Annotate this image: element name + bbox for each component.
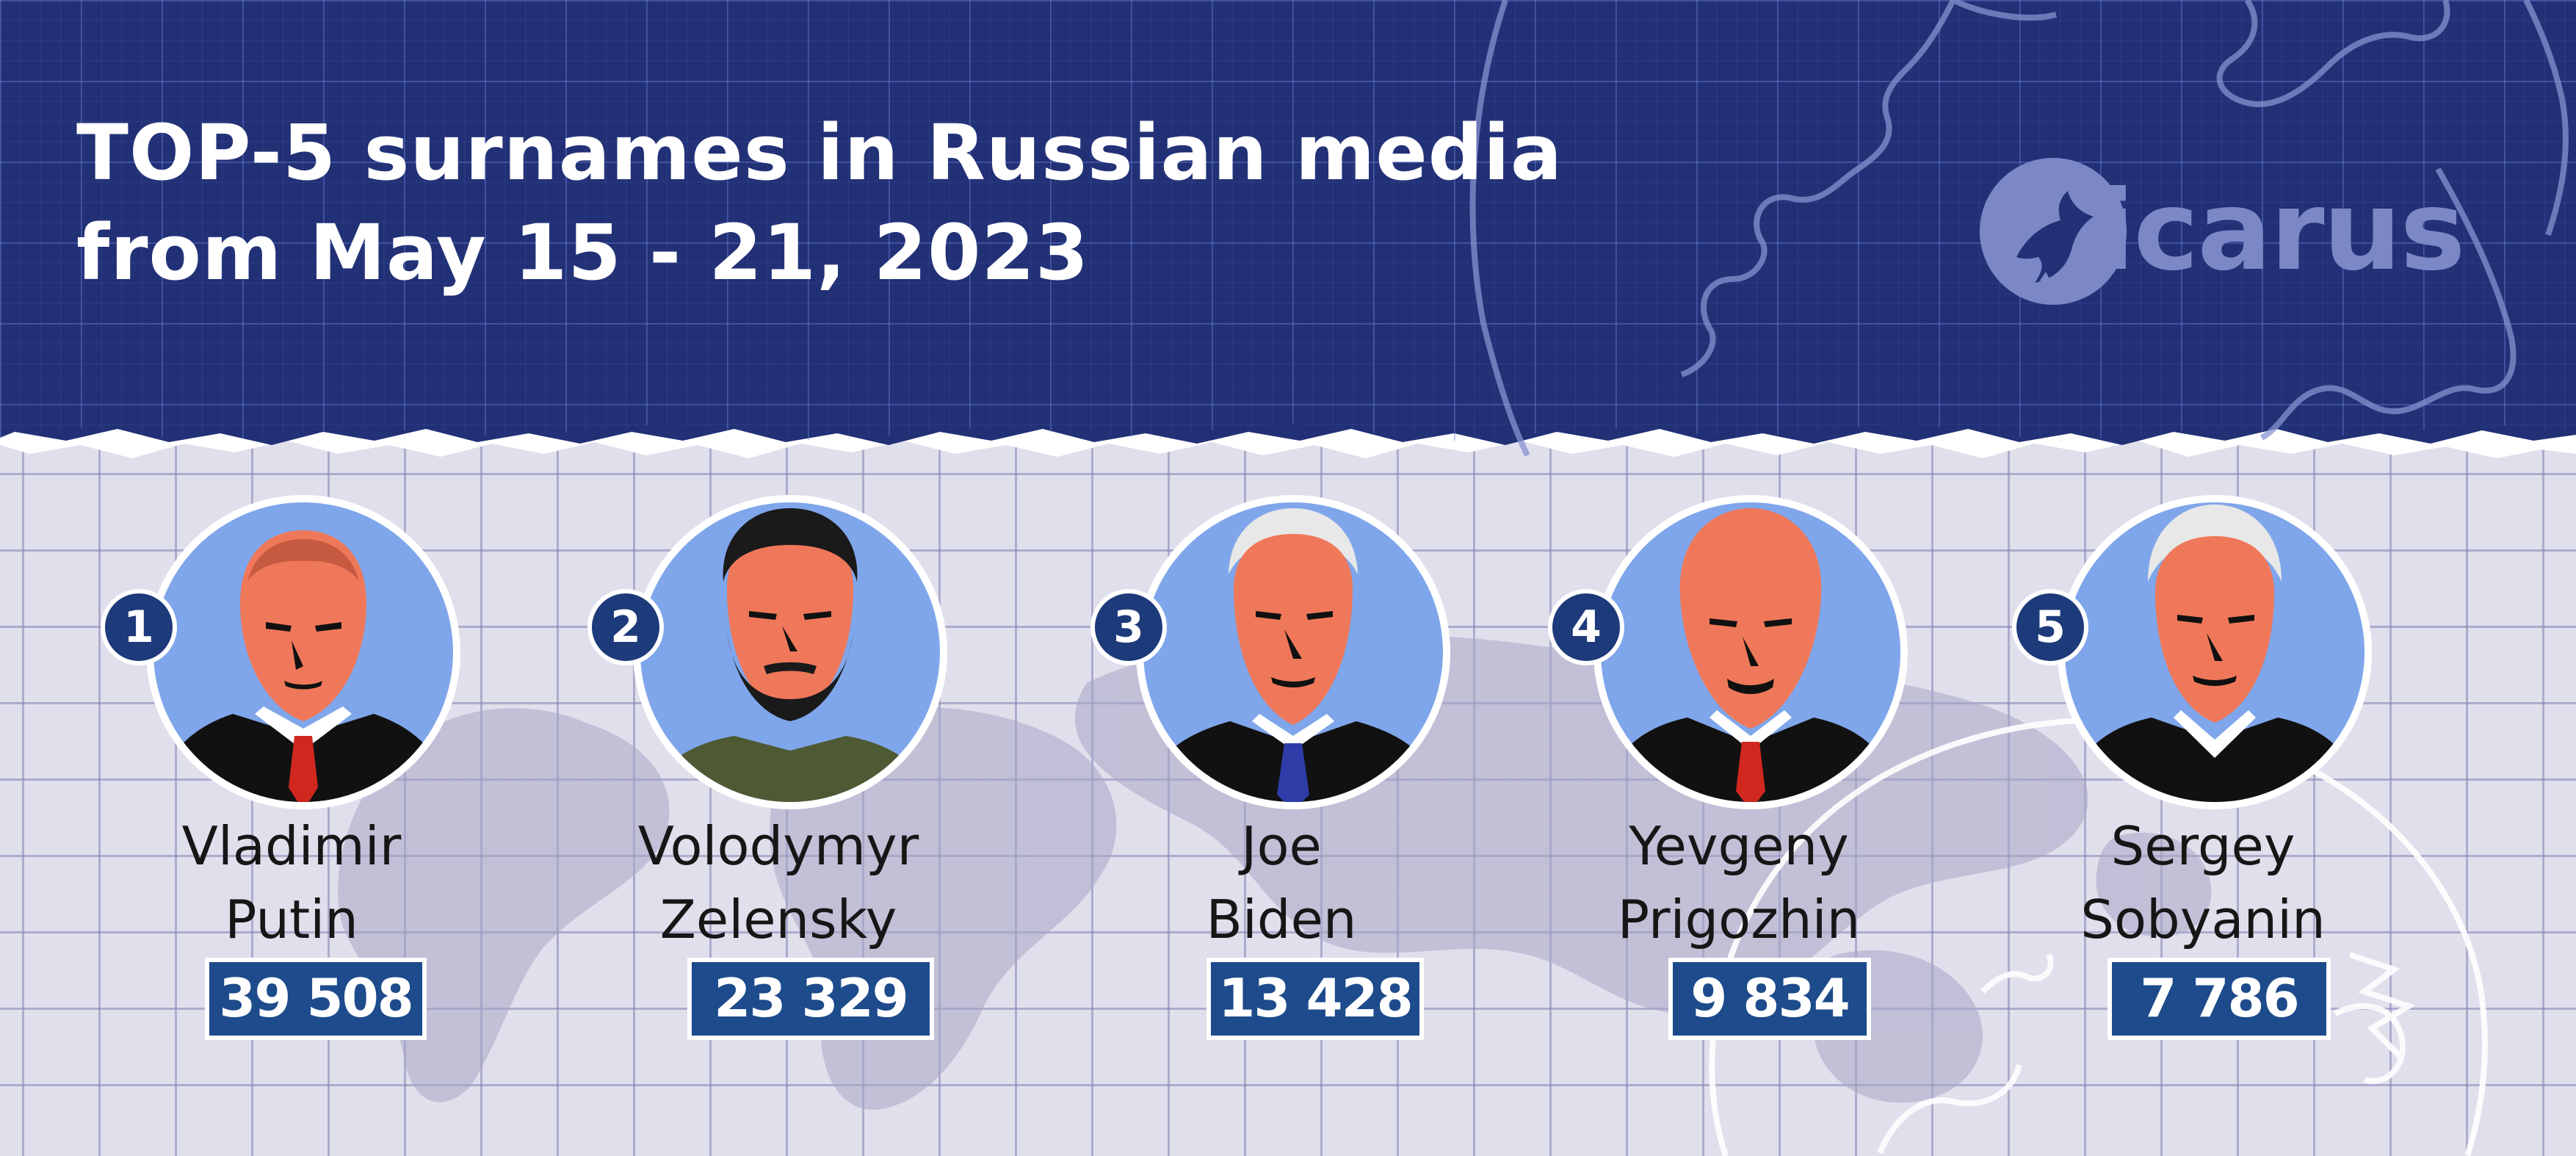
header-grid (0, 0, 2576, 442)
ranking-card: 5 Sergey Sobyanin 7 786 (2012, 494, 2394, 1155)
portrait-zelensky (633, 495, 947, 809)
mention-count: 39 508 (205, 958, 427, 1040)
person-name: Sergey Sobyanin (2012, 809, 2394, 956)
mention-count: 13 428 (1206, 958, 1424, 1040)
dove-logo-icon (1980, 158, 2127, 305)
mention-count: 7 786 (2108, 958, 2331, 1040)
icarus-logo: icarus (1972, 147, 2501, 323)
portrait-prigozhin (1593, 495, 1908, 809)
rank-badge: 4 (1548, 589, 1624, 665)
portrait-biden (1136, 495, 1450, 809)
mention-count: 23 329 (687, 958, 934, 1040)
person-name: Joe Biden (1090, 809, 1472, 956)
mention-count: 9 834 (1668, 958, 1871, 1040)
last-name: Putin (225, 889, 358, 950)
first-name: Vladimir (181, 815, 402, 877)
page-title: TOP-5 surnames in Russian media from May… (76, 103, 1692, 303)
last-name: Zelensky (659, 889, 897, 950)
rank-badge: 3 (1090, 589, 1167, 665)
first-name: Joe (1241, 815, 1322, 877)
portrait-sobyanin (2058, 495, 2372, 809)
first-name: Sergey (2110, 815, 2295, 877)
rank-badge: 5 (2012, 589, 2088, 665)
logo-wordmark: icarus (2097, 167, 2466, 295)
title-line-2: from May 15 - 21, 2023 (76, 208, 1090, 297)
ranking-card: 1 Vladimir Putin 39 508 (101, 494, 482, 1155)
ranking-card: 4 Yevgeny Prigozhin 9 834 (1548, 494, 1930, 1155)
title-line-1: TOP-5 surnames in Russian media (76, 108, 1563, 198)
first-name: Yevgeny (1629, 815, 1849, 877)
last-name: Sobyanin (2080, 889, 2326, 950)
rank-badge: 1 (101, 589, 177, 665)
ranking-card: 2 Volodymyr Zelensky 23 329 (587, 494, 969, 1155)
rank-badge: 2 (587, 589, 664, 665)
person-name: Volodymyr Zelensky (587, 809, 969, 956)
ranking-card: 3 Joe Biden 13 428 (1090, 494, 1472, 1155)
last-name: Biden (1206, 889, 1357, 950)
last-name: Prigozhin (1617, 889, 1861, 950)
first-name: Volodymyr (637, 815, 919, 877)
portrait-putin (146, 495, 460, 809)
person-name: Vladimir Putin (101, 809, 482, 956)
person-name: Yevgeny Prigozhin (1548, 809, 1930, 956)
